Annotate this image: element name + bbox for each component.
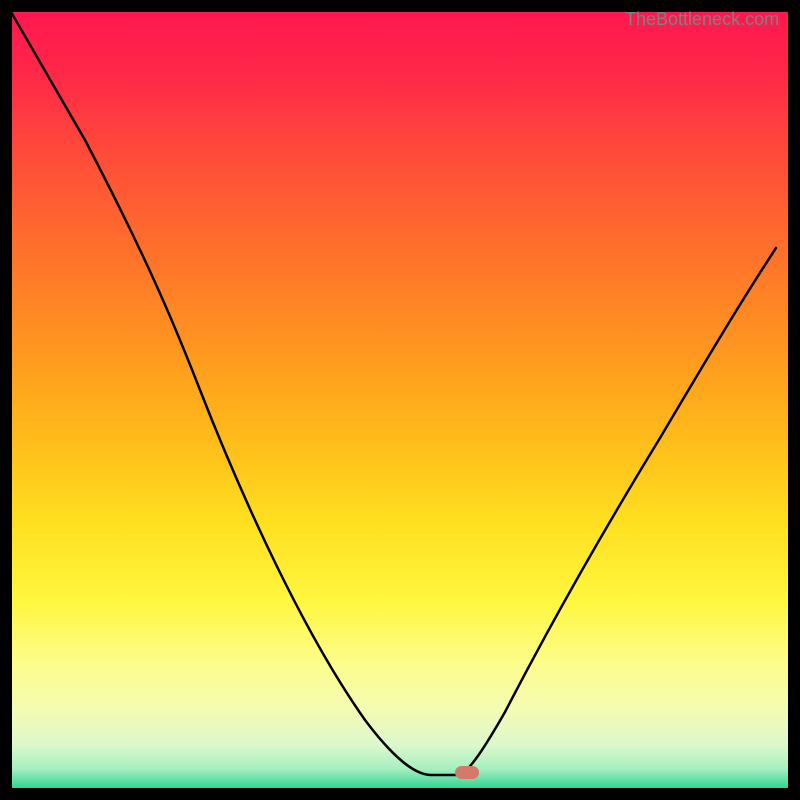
plot-area xyxy=(12,12,788,788)
plot-background xyxy=(12,12,788,788)
plot-svg xyxy=(12,12,788,788)
optimal-marker xyxy=(455,766,479,779)
watermark-text: TheBottleneck.com xyxy=(625,9,779,30)
